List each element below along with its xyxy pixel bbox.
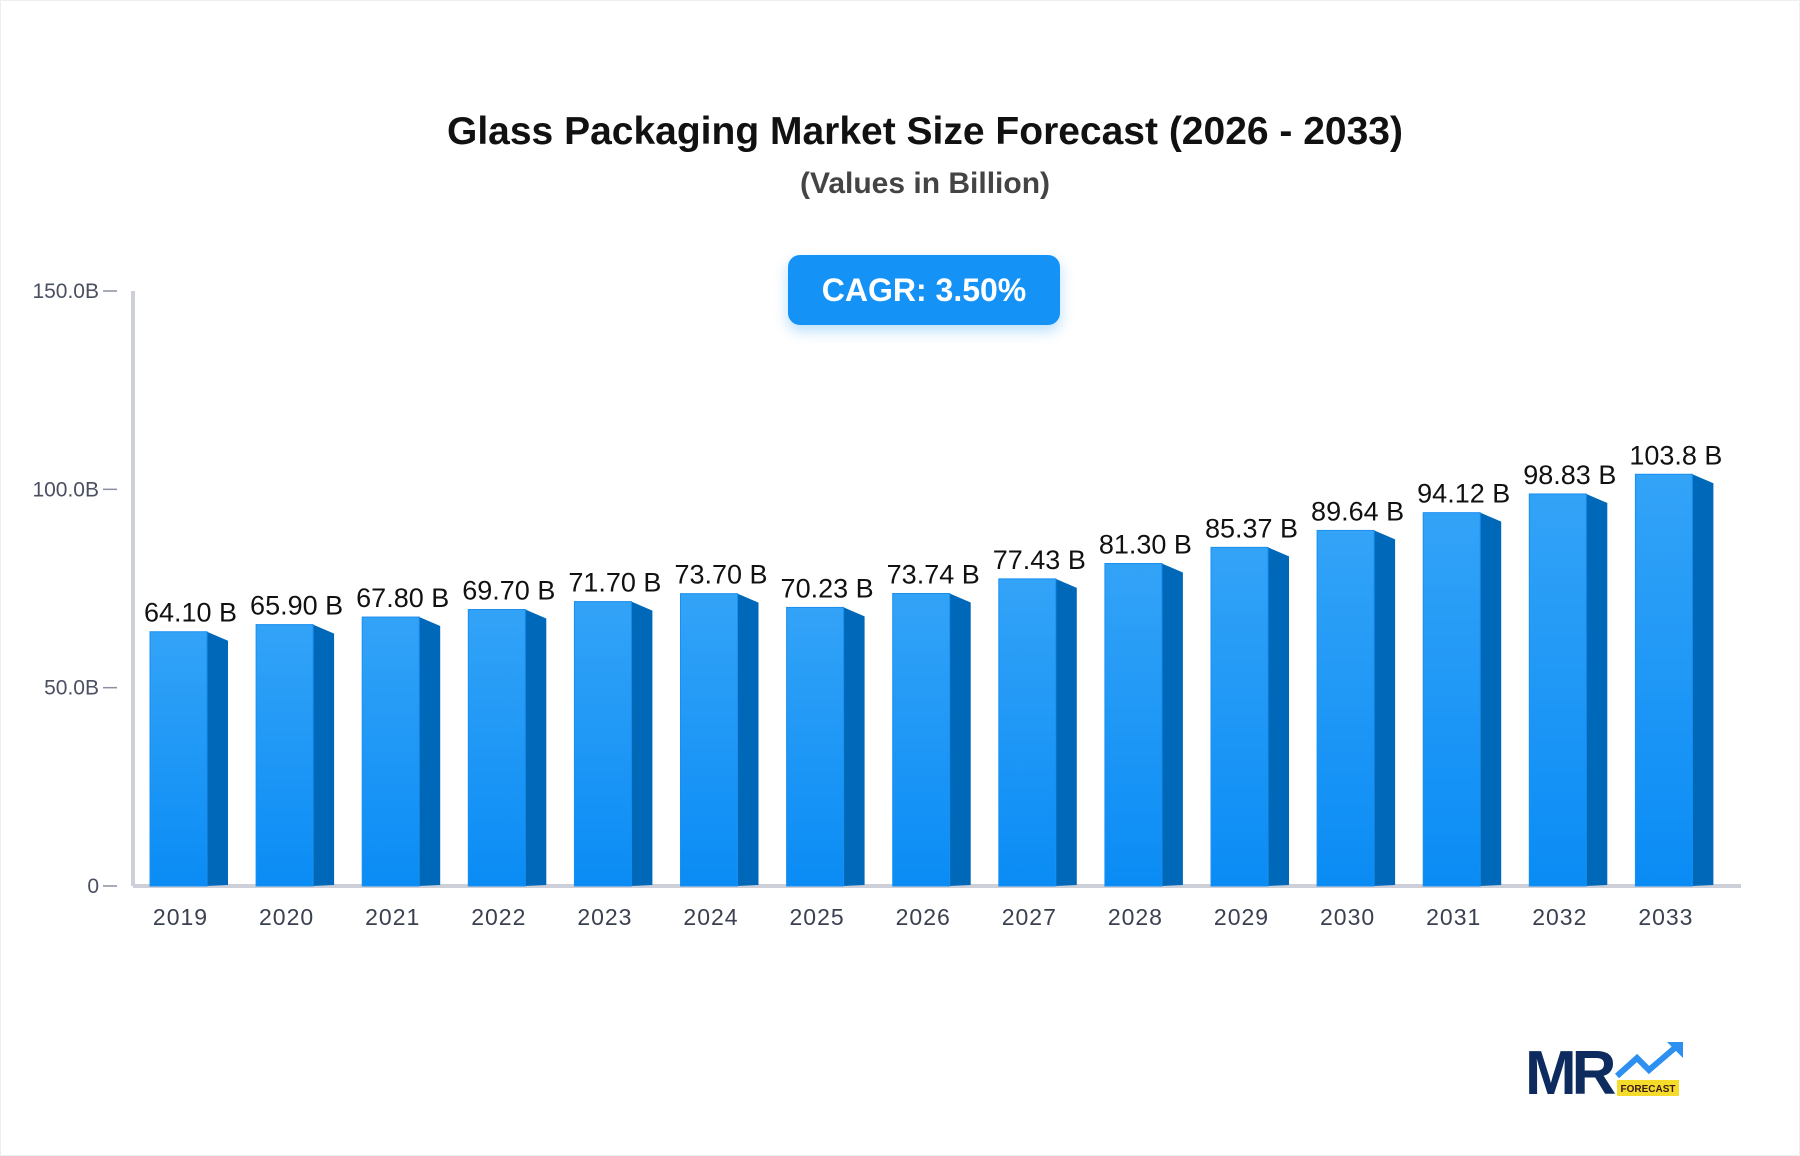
bar-side: [1055, 578, 1077, 886]
bar-side: [843, 607, 865, 886]
y-tick-label: 0: [87, 875, 99, 898]
bar-group: 85.37 B 2029: [1205, 513, 1298, 930]
bar: [1422, 512, 1481, 887]
x-tick-label: 2033: [1638, 904, 1693, 930]
data-label: 69.70 B: [462, 576, 555, 606]
data-label: 98.83 B: [1523, 460, 1616, 490]
data-label: 94.12 B: [1417, 479, 1510, 509]
bar: [1210, 546, 1269, 887]
logo-mark: MR FORECAST: [1525, 1040, 1683, 1100]
y-tick-label: 100.0B: [32, 478, 99, 501]
bar-group: 70.23 B 2025: [781, 573, 874, 930]
x-tick-label: 2021: [365, 904, 420, 930]
bar-group: 98.83 B 2032: [1523, 460, 1616, 930]
bar-side: [1374, 530, 1396, 886]
bar: [361, 616, 420, 887]
data-label: 73.70 B: [674, 560, 767, 590]
svg-text:MR: MR: [1525, 1040, 1616, 1100]
data-label: 85.37 B: [1205, 513, 1298, 543]
x-tick-label: 2032: [1532, 904, 1587, 930]
x-tick-label: 2028: [1108, 904, 1163, 930]
bar: [1528, 493, 1587, 887]
bar: [680, 593, 738, 887]
x-tick-label: 2030: [1320, 904, 1375, 930]
data-label: 65.90 B: [250, 591, 343, 621]
svg-text:FORECAST: FORECAST: [1621, 1084, 1676, 1095]
x-tick-label: 2025: [790, 904, 845, 930]
data-label: 77.43 B: [993, 545, 1086, 575]
y-tick-label: 150.0B: [32, 280, 99, 303]
bar-group: 81.30 B 2028: [1099, 530, 1192, 930]
chart-subtitle: (Values in Billion): [799, 167, 1051, 200]
data-label: 70.23 B: [781, 573, 874, 603]
data-label: 81.30 B: [1099, 530, 1192, 560]
bar: [998, 578, 1057, 887]
bar-group: 73.70 B 2024: [674, 560, 767, 930]
bar: [467, 609, 526, 887]
x-tick-label: 2023: [577, 904, 632, 930]
data-label: 67.80 B: [356, 583, 449, 613]
x-tick-label: 2029: [1214, 904, 1269, 930]
bar-group: 64.10 B 2019: [144, 598, 237, 930]
bar: [1316, 529, 1375, 887]
bar-group: 73.74 B 2026: [887, 559, 980, 930]
x-tick-label: 2026: [896, 904, 951, 930]
x-tick-label: 2022: [471, 904, 526, 930]
data-label: 71.70 B: [568, 568, 661, 598]
bar-side: [313, 624, 335, 886]
bar-side: [1586, 493, 1608, 886]
chart-title: Glass Packaging Market Size Forecast (20…: [447, 110, 1403, 153]
bar-group: 71.70 B 2023: [568, 568, 661, 930]
mr-forecast-logo: MR FORECAST: [1525, 1040, 1685, 1100]
bar-group: 94.12 B 2031: [1417, 479, 1510, 930]
bar-side: [419, 617, 441, 886]
bar: [786, 606, 845, 887]
data-label: 73.74 B: [887, 559, 980, 589]
bar-side: [737, 593, 759, 886]
x-tick-label: 2020: [259, 904, 314, 930]
data-label: 103.8 B: [1629, 440, 1722, 470]
bar-group: 65.90 B 2020: [250, 591, 343, 930]
bar-side: [207, 631, 228, 886]
bar: [892, 592, 951, 887]
bar: [149, 631, 208, 887]
x-tick-label: 2031: [1426, 904, 1481, 930]
cagr-badge: CAGR: 3.50%: [788, 255, 1060, 325]
bar-group: 69.70 B 2022: [462, 576, 555, 930]
x-tick-label: 2024: [683, 904, 738, 930]
bar-side: [525, 609, 547, 886]
bar-side: [1480, 512, 1502, 886]
bar-group: 67.80 B 2021: [356, 583, 449, 930]
bar: [1634, 473, 1693, 887]
x-tick-label: 2027: [1002, 904, 1057, 930]
bar-group: 103.8 B 2033: [1629, 440, 1722, 930]
y-tick-label: 50.0B: [44, 677, 99, 700]
data-label: 64.10 B: [144, 598, 237, 628]
bar-side: [1161, 563, 1183, 886]
bar-side: [1268, 547, 1289, 886]
bar: [1104, 563, 1163, 887]
bar-side: [949, 593, 971, 886]
bar: [573, 601, 632, 887]
bar: [255, 624, 314, 887]
data-label: 89.64 B: [1311, 496, 1404, 526]
bar-side: [631, 601, 653, 886]
bar-group: 89.64 B 2030: [1311, 496, 1404, 930]
bar-side: [1692, 474, 1714, 886]
bar-group: 77.43 B 2027: [993, 545, 1086, 930]
x-tick-label: 2019: [153, 904, 208, 930]
